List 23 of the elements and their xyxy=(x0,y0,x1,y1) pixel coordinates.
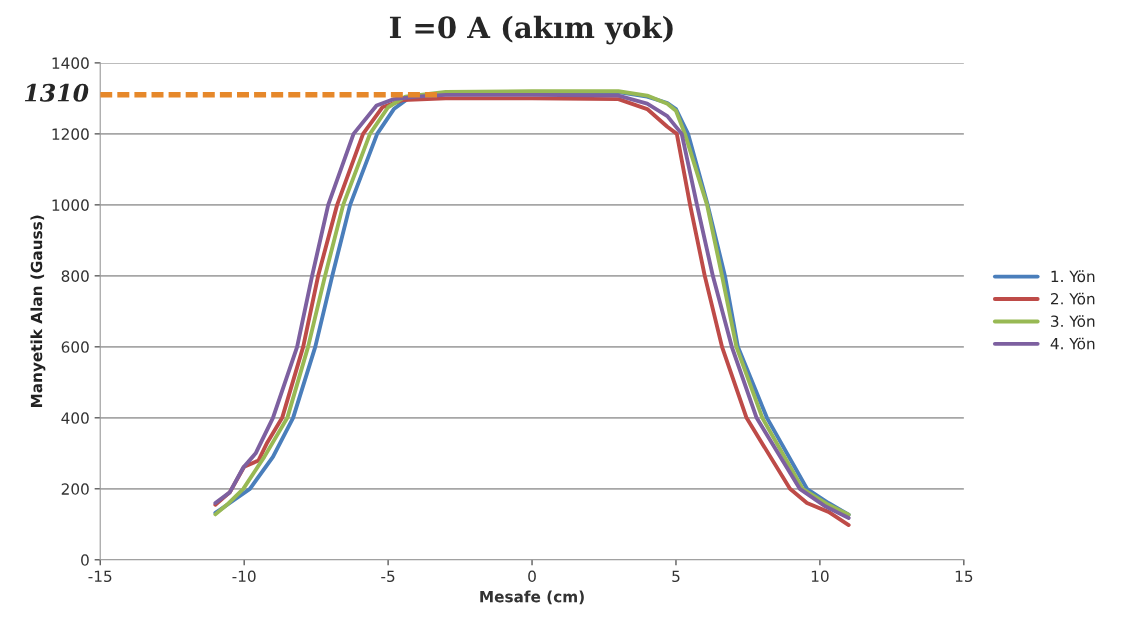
y-tick-label: 0 xyxy=(81,554,89,566)
x-tick-label: -15 xyxy=(88,570,112,583)
y-tick-label: 400 xyxy=(61,412,89,424)
y-tick-label: 1200 xyxy=(52,128,89,140)
legend-label: 4. Yön xyxy=(1050,337,1095,350)
y-tick-label: 200 xyxy=(61,483,89,495)
legend-label: 1. Yön xyxy=(1051,270,1095,283)
y-axis-title: Manyetik Alan (Gauss) xyxy=(30,215,46,408)
x-tick-label: 10 xyxy=(811,570,829,583)
x-tick-label: 0 xyxy=(528,570,536,583)
y-tick-label: 1400 xyxy=(52,57,89,69)
x-tick-label: -10 xyxy=(232,570,256,583)
x-tick-label: 15 xyxy=(955,570,973,583)
chart-title: I =0 A (akım yok) xyxy=(389,15,673,45)
legend-label: 3. Yön xyxy=(1051,315,1095,327)
x-tick-label: 5 xyxy=(672,570,680,583)
annotation: 1310 xyxy=(24,83,89,102)
x-axis-title: Mesafe (cm) xyxy=(480,590,584,605)
x-tick-label: -5 xyxy=(381,570,395,583)
y-tick-label: 600 xyxy=(61,341,89,353)
y-tick-label: 1000 xyxy=(52,199,89,211)
legend-label: 2. Yön xyxy=(1051,292,1095,305)
y-tick-label: 800 xyxy=(61,270,89,282)
